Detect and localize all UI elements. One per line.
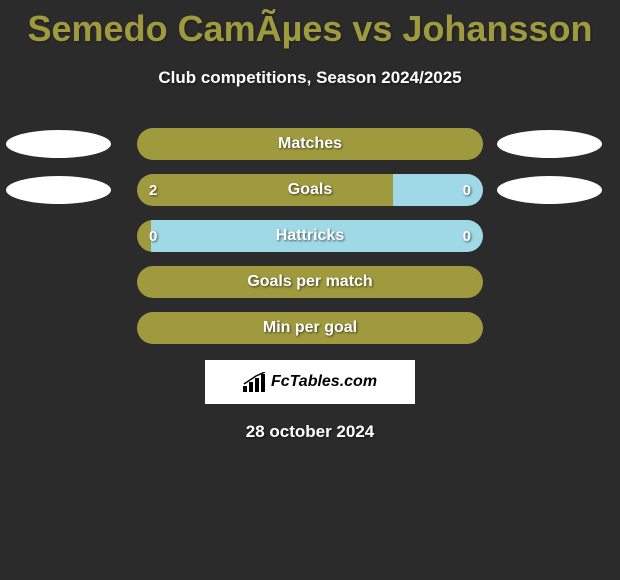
subtitle: Club competitions, Season 2024/2025: [0, 68, 620, 88]
bar-value-left: 0: [149, 220, 157, 252]
bar-value-left: 2: [149, 174, 157, 206]
bar-left: [137, 128, 483, 160]
stat-bar: Min per goal: [137, 312, 483, 344]
date-text: 28 october 2024: [0, 422, 620, 442]
logo-box[interactable]: FcTables.com: [205, 360, 415, 404]
stat-row-goals: 2 Goals 0: [0, 174, 620, 206]
bar-left: [137, 174, 393, 206]
stat-bar: Matches: [137, 128, 483, 160]
stat-bar: Goals per match: [137, 266, 483, 298]
stat-row-hattricks: 0 Hattricks 0: [0, 220, 620, 252]
stat-row-goals-per-match: Goals per match: [0, 266, 620, 298]
ellipse-right: [497, 176, 602, 204]
ellipse-right: [497, 130, 602, 158]
bar-chart-icon: [243, 372, 267, 392]
stat-bar: 0 Hattricks 0: [137, 220, 483, 252]
stat-row-min-per-goal: Min per goal: [0, 312, 620, 344]
bar-left: [137, 312, 483, 344]
ellipse-left: [6, 176, 111, 204]
page-title: Semedo CamÃµes vs Johansson: [0, 0, 620, 50]
bar-left: [137, 266, 483, 298]
bar-value-right: 0: [463, 174, 471, 206]
bar-right: [151, 220, 483, 252]
stat-row-matches: Matches: [0, 128, 620, 160]
stats-container: Matches 2 Goals 0 0 Hattricks 0 Goal: [0, 128, 620, 344]
bar-value-right: 0: [463, 220, 471, 252]
logo-text: FcTables.com: [271, 373, 377, 391]
ellipse-left: [6, 130, 111, 158]
stat-bar: 2 Goals 0: [137, 174, 483, 206]
